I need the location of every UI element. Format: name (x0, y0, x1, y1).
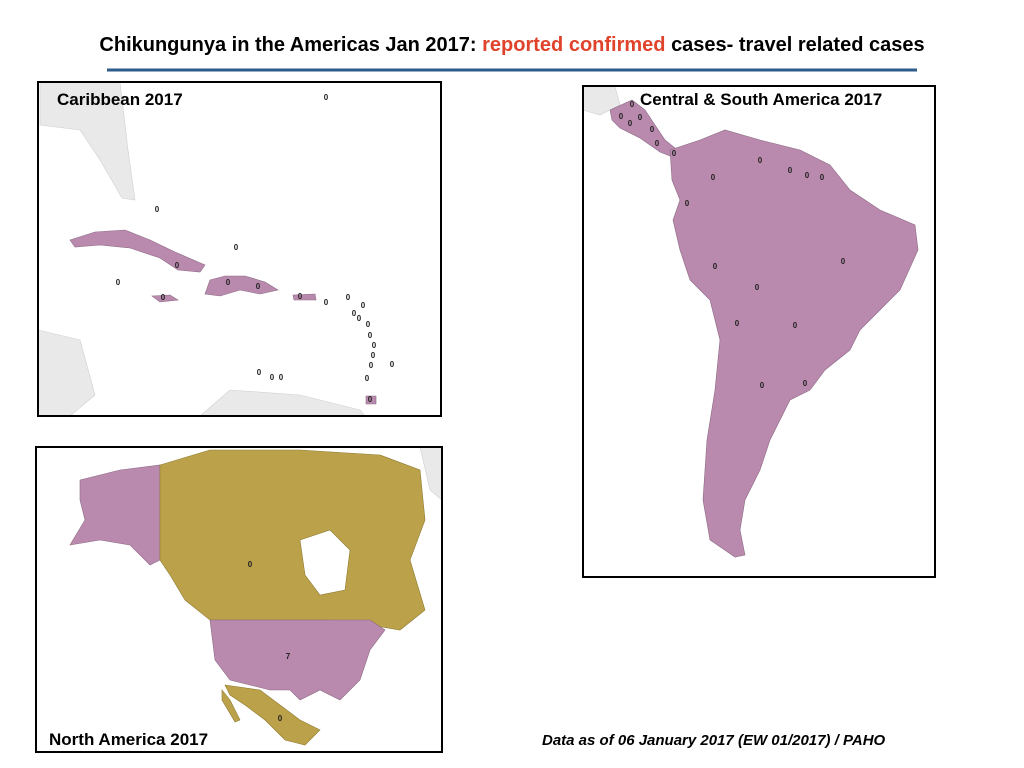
case-count: 0 (256, 282, 261, 291)
case-count: 0 (755, 283, 760, 292)
map-frame (582, 85, 936, 578)
case-count: 0 (371, 351, 376, 360)
canada (159, 449, 426, 631)
title-start: Chikungunya in the Americas Jan 2017: (99, 34, 476, 56)
case-count: 0 (226, 278, 231, 287)
case-count: 0 (279, 373, 284, 382)
case-count: 0 (368, 331, 373, 340)
case-count: 0 (155, 205, 160, 214)
case-count: 0 (368, 395, 373, 404)
trinidad (365, 395, 377, 405)
case-count: 0 (803, 379, 808, 388)
case-count: 0 (820, 173, 825, 182)
case-count: 0 (711, 173, 716, 182)
case-count: 0 (234, 243, 239, 252)
case-count: 0 (650, 125, 655, 134)
map-title: Central & South America 2017 (640, 90, 882, 109)
map-title: North America 2017 (49, 730, 208, 749)
case-count: 0 (278, 714, 283, 723)
case-count: 0 (628, 119, 633, 128)
case-count: 0 (788, 166, 793, 175)
hispaniola (204, 275, 279, 297)
alaska (69, 464, 161, 566)
map-title: Caribbean 2017 (57, 90, 183, 109)
case-count: 0 (760, 381, 765, 390)
case-count: 0 (175, 261, 180, 270)
case-count: 0 (324, 298, 329, 307)
map-frame (35, 446, 443, 753)
slide-title: Chikungunya in the Americas Jan 2017: re… (99, 34, 924, 56)
case-count: 0 (116, 278, 121, 287)
south-america (669, 129, 919, 558)
case-count: 7 (286, 652, 291, 661)
case-count: 0 (841, 257, 846, 266)
case-count: 0 (793, 321, 798, 330)
case-count: 0 (630, 100, 635, 109)
case-count: 0 (361, 301, 366, 310)
case-count: 0 (758, 156, 763, 165)
case-count: 0 (619, 112, 624, 121)
baja (221, 689, 241, 723)
title-highlight: reported confirmed (482, 34, 665, 56)
case-count: 0 (655, 139, 660, 148)
case-count: 0 (248, 560, 253, 569)
cuba (69, 229, 206, 273)
case-count: 0 (805, 171, 810, 180)
case-count: 0 (298, 292, 303, 301)
case-count: 0 (352, 309, 357, 318)
south-america-map: Central & South America 2017 00 000000000… (582, 85, 936, 578)
case-count: 0 (369, 361, 374, 370)
puerto-rico (292, 293, 317, 301)
title-end: cases- travel related cases (671, 34, 925, 56)
case-count: 0 (685, 199, 690, 208)
case-count: 0 (161, 293, 166, 302)
case-count: 0 (372, 341, 377, 350)
case-count: 0 (324, 93, 329, 102)
jamaica (151, 294, 179, 303)
case-count: 0 (672, 149, 677, 158)
source-note: Data as of 06 January 2017 (EW 01/2017) … (542, 732, 886, 749)
case-count: 0 (713, 262, 718, 271)
case-count: 0 (346, 293, 351, 302)
hudson-bay (299, 529, 351, 596)
united-states (209, 619, 386, 701)
case-count: 0 (366, 320, 371, 329)
label-layer: 0 7 0 (248, 560, 291, 723)
land (39, 81, 136, 201)
case-count: 0 (357, 314, 362, 323)
north-america-map: North America 2017 0 7 0 (35, 446, 443, 753)
case-count: 0 (638, 113, 643, 122)
case-count: 0 (257, 368, 262, 377)
case-count: 0 (270, 373, 275, 382)
case-count: 0 (735, 319, 740, 328)
mexico (224, 684, 321, 746)
map-frame (37, 81, 442, 417)
case-count: 0 (365, 374, 370, 383)
case-count: 0 (390, 360, 395, 369)
